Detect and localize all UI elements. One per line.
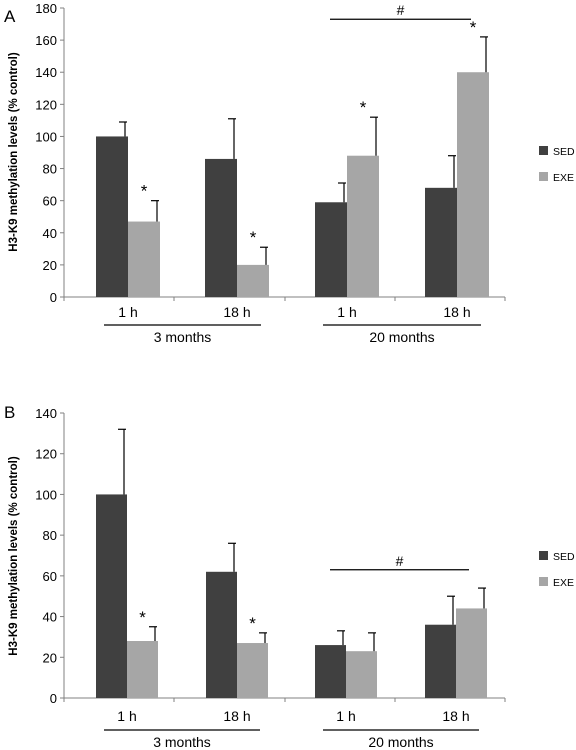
y-tick-label: 180 — [35, 1, 57, 16]
bar-sed — [96, 494, 127, 698]
y-axis-title: H3-K9 methylation levels (% control) — [8, 456, 20, 656]
y-tick-label: 0 — [50, 290, 57, 305]
x-tick-label: 18 h — [223, 708, 250, 724]
bar-sed — [96, 136, 128, 297]
bar-sed — [315, 202, 347, 297]
y-tick-label: 80 — [43, 528, 57, 543]
bar-exe — [128, 221, 160, 297]
bar-exe — [237, 643, 268, 698]
panel-label: A — [4, 7, 16, 26]
significance-mark: * — [139, 608, 146, 627]
bar-sed — [315, 645, 346, 698]
bar-exe — [237, 264, 269, 297]
bar-exe — [347, 155, 379, 297]
significance-mark: * — [250, 228, 257, 247]
y-tick-label: 120 — [35, 97, 57, 112]
x-tick-label: 1 h — [118, 304, 137, 320]
legend-swatch-exe — [539, 577, 548, 586]
bar-exe — [127, 641, 158, 698]
x-tick-label: 1 h — [117, 708, 136, 724]
y-tick-label: 100 — [35, 129, 57, 144]
y-tick-label: 80 — [43, 162, 57, 177]
legend-swatch-sed — [539, 551, 548, 560]
group-label: 3 months — [153, 734, 211, 750]
x-tick-label: 18 h — [443, 304, 470, 320]
y-tick-label: 120 — [35, 447, 57, 462]
y-axis-title: H3-K9 methylation levels (% control) — [8, 52, 20, 252]
x-tick-label: 18 h — [223, 304, 250, 320]
y-tick-label: 140 — [35, 65, 57, 80]
legend-swatch-sed — [539, 146, 548, 155]
significance-mark: * — [141, 182, 148, 201]
bar-sed — [425, 187, 457, 297]
significance-mark: * — [249, 614, 256, 633]
bar-exe — [457, 72, 489, 297]
bar-sed — [205, 158, 237, 297]
y-tick-label: 60 — [43, 569, 57, 584]
y-tick-label: 20 — [43, 650, 57, 665]
y-tick-label: 40 — [43, 226, 57, 241]
y-tick-label: 20 — [43, 258, 57, 273]
y-tick-label: 40 — [43, 610, 57, 625]
panel-label: B — [4, 403, 15, 422]
bracket-mark: # — [397, 2, 405, 18]
x-tick-label: 1 h — [336, 708, 355, 724]
legend-label: EXE — [553, 172, 574, 184]
bar-exe — [456, 608, 487, 698]
bracket-mark: # — [396, 553, 404, 569]
y-tick-label: 140 — [35, 406, 57, 421]
group-label: 20 months — [368, 734, 433, 750]
significance-mark: * — [360, 98, 367, 117]
x-tick-label: 18 h — [442, 708, 469, 724]
group-label: 20 months — [369, 329, 434, 345]
y-tick-label: 100 — [35, 487, 57, 502]
x-tick-label: 1 h — [337, 304, 356, 320]
group-label: 3 months — [154, 329, 212, 345]
y-tick-label: 160 — [35, 33, 57, 48]
significance-mark: * — [470, 18, 477, 37]
legend-label: EXE — [553, 577, 574, 589]
bar-sed — [425, 624, 456, 698]
legend-label: SED — [553, 551, 575, 563]
y-tick-label: 60 — [43, 194, 57, 209]
bar-sed — [206, 571, 237, 698]
bar-exe — [346, 651, 377, 698]
legend-swatch-exe — [539, 172, 548, 181]
y-tick-label: 0 — [50, 691, 57, 706]
legend-label: SED — [553, 146, 575, 158]
